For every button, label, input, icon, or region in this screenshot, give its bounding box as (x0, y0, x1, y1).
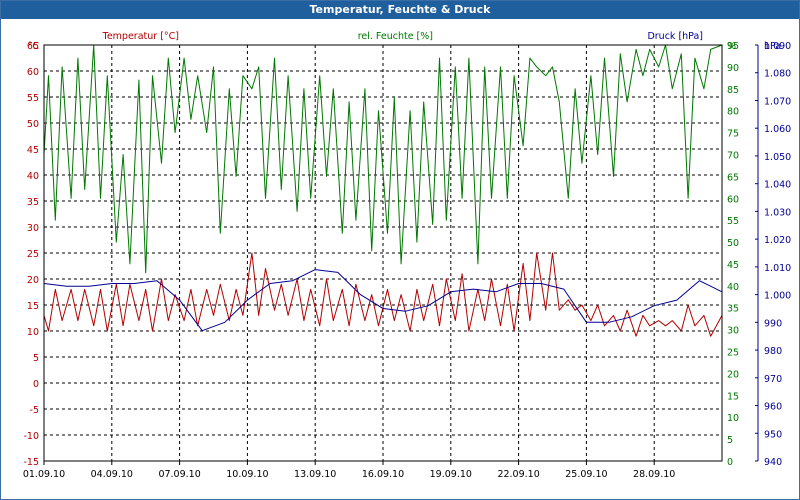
temp-tick-label: -5 (30, 405, 39, 416)
pressure-tick-label: 960 (764, 402, 782, 413)
hum-tick-label: 55 (727, 216, 739, 227)
pressure-tick-label: 1.030 (764, 207, 791, 218)
hum-tick-label: 20 (727, 369, 739, 380)
pressure-tick-label: 1.010 (764, 263, 791, 274)
temp-tick-label: 20 (27, 275, 39, 286)
temp-unit-label: °C (28, 41, 40, 52)
hum-unit-label: % (727, 41, 736, 52)
temp-tick-label: 30 (27, 223, 39, 234)
pressure-tick-label: 970 (764, 374, 782, 385)
hum-tick-label: 50 (727, 238, 739, 249)
pressure-tick-label: 990 (764, 318, 782, 329)
grid-layer (44, 44, 722, 462)
hum-axis-title: rel. Feuchte [%] (358, 31, 433, 42)
pressure-axis-title: Druck [hPa] (647, 31, 703, 42)
series-line-pressure (43, 269, 723, 332)
hum-tick-label: 25 (727, 348, 739, 359)
temp-axis-title: Temperatur [°C] (102, 31, 179, 42)
temp-tick-label: 25 (27, 249, 39, 260)
x-tick-label: 19.09.10 (430, 469, 472, 480)
hum-tick-label: 70 (727, 150, 739, 161)
pressure-tick-label: 1.070 (764, 96, 791, 107)
x-tick-label: 10.09.10 (226, 469, 268, 480)
pressure-tick-label: 1.040 (764, 180, 791, 191)
chart-plot: -15-10-50510152025303540455055606501.09.… (23, 31, 791, 480)
hum-tick-label: 95 (727, 41, 739, 52)
pressure-tick-label: 980 (764, 346, 782, 357)
hum-tick-label: 85 (727, 85, 739, 96)
pressure-tick-label: 1.060 (764, 124, 791, 135)
temp-tick-label: 0 (33, 379, 39, 390)
hum-tick-label: 40 (727, 282, 739, 293)
pressure-tick-label: 1.050 (764, 152, 791, 163)
hum-tick-label: 90 (727, 63, 739, 74)
temp-tick-label: 65 (27, 41, 39, 52)
hum-tick-label: 75 (727, 129, 739, 140)
temp-tick-label: 50 (27, 119, 39, 130)
temp-tick-label: 40 (27, 171, 39, 182)
x-tick-label: 01.09.10 (23, 469, 65, 480)
hum-tick-label: 0 (727, 457, 733, 468)
label-layer: -15-10-50510152025303540455055606501.09.… (23, 31, 791, 480)
hum-tick-label: 65 (727, 172, 739, 183)
temp-tick-label: -15 (23, 457, 39, 468)
temp-tick-label: 15 (27, 301, 39, 312)
temp-tick-label: 60 (27, 67, 39, 78)
x-tick-label: 13.09.10 (294, 469, 336, 480)
x-tick-label: 16.09.10 (362, 469, 404, 480)
hum-tick-label: 60 (727, 194, 739, 205)
temp-tick-label: 45 (27, 145, 39, 156)
pressure-tick-label: 1.080 (764, 69, 791, 80)
hum-tick-label: 5 (727, 435, 733, 446)
x-tick-label: 22.09.10 (497, 469, 539, 480)
pressure-unit-label: hPa (764, 41, 781, 52)
temp-tick-label: 55 (27, 93, 39, 104)
hum-tick-label: 80 (727, 107, 739, 118)
pressure-tick-label: 1.000 (764, 291, 791, 302)
hum-tick-label: 10 (727, 413, 739, 424)
hum-tick-label: 35 (727, 304, 739, 315)
x-tick-label: 07.09.10 (158, 469, 200, 480)
window-title: Temperatur, Feuchte & Druck (1, 1, 799, 19)
temp-tick-label: 10 (27, 327, 39, 338)
series-line-temperature (43, 252, 723, 337)
pressure-tick-label: 1.020 (764, 235, 791, 246)
hum-tick-label: 15 (727, 391, 739, 402)
temp-tick-label: 5 (33, 353, 39, 364)
series-line-humidity (43, 44, 723, 274)
temp-tick-label: -10 (23, 431, 39, 442)
temp-tick-label: 35 (27, 197, 39, 208)
pressure-tick-label: 940 (764, 457, 782, 468)
x-tick-label: 25.09.10 (565, 469, 607, 480)
pressure-tick-label: 1.090 (764, 41, 791, 52)
x-tick-label: 28.09.10 (633, 469, 675, 480)
pressure-tick-label: 950 (764, 429, 782, 440)
series-layer (43, 44, 723, 337)
hum-tick-label: 45 (727, 260, 739, 271)
hum-tick-label: 30 (727, 326, 739, 337)
x-tick-label: 04.09.10 (91, 469, 133, 480)
